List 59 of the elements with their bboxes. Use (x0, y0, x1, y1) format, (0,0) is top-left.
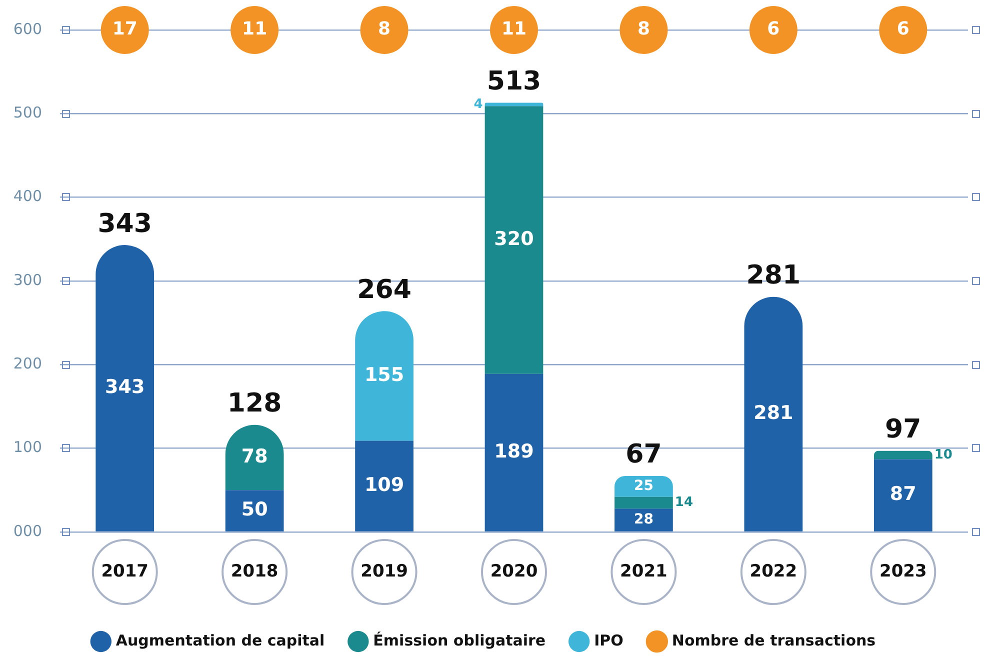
bar (96, 245, 154, 532)
data-label: 87 (890, 483, 916, 506)
data-label: 4 (474, 96, 483, 112)
total-label: 281 (746, 260, 801, 291)
data-label: 109 (364, 474, 404, 496)
legend-label: Augmentation de capital (116, 631, 325, 650)
data-label: 14 (674, 495, 693, 510)
bar (614, 496, 673, 509)
bar (355, 311, 414, 441)
legend-label: IPO (594, 631, 624, 650)
x-tick-label: 2021 (620, 561, 668, 582)
y-tick-label: 100 (13, 438, 42, 456)
x-tick-label: 2017 (101, 561, 149, 582)
legend-label: Nombre de transactions (672, 631, 876, 650)
annotation: 8 (637, 18, 650, 40)
data-label: 343 (105, 376, 145, 398)
bar (225, 490, 284, 532)
bar (355, 440, 414, 532)
bar (744, 296, 803, 532)
data-label: 320 (494, 228, 534, 250)
x-tick-label: 2022 (750, 561, 798, 582)
data-label: 28 (634, 512, 654, 528)
annotation: 6 (896, 18, 910, 40)
bar (614, 508, 673, 532)
bar (484, 374, 544, 532)
y-tick-label: 400 (13, 187, 42, 206)
data-label: 25 (634, 478, 654, 494)
data-label: 189 (494, 440, 534, 463)
data-label: 50 (241, 498, 268, 521)
bar (874, 450, 932, 460)
y-tick-label: 000 (13, 522, 42, 540)
annotation: 17 (112, 18, 138, 40)
annotation: 8 (378, 18, 391, 40)
total-label: 264 (357, 274, 412, 305)
total-label: 513 (486, 66, 542, 97)
x-tick-label: 2020 (490, 561, 538, 582)
bar (484, 106, 544, 374)
legend-label: Émission obligataire (373, 631, 546, 650)
data-label: 281 (754, 402, 794, 424)
total-label: 67 (626, 440, 662, 470)
total-label: 343 (98, 208, 152, 239)
bar (614, 476, 673, 497)
y-tick-label: 300 (13, 270, 42, 289)
data-label: 155 (364, 364, 404, 386)
annotation: 6 (767, 18, 780, 40)
bar (484, 102, 544, 106)
data-label: 78 (241, 445, 268, 468)
x-tick-label: 2023 (879, 561, 927, 582)
y-tick-label: 200 (13, 354, 42, 373)
y-tick-label: 500 (13, 104, 42, 122)
annotation: 11 (242, 18, 268, 40)
data-label: 10 (934, 447, 952, 462)
total-label: 128 (227, 388, 282, 419)
y-tick-label: 600 (13, 20, 42, 38)
x-tick-label: 2019 (360, 561, 408, 582)
x-tick-label: 2018 (230, 561, 278, 582)
total-label: 97 (885, 414, 922, 445)
annotation: 11 (501, 18, 527, 40)
bar (874, 459, 932, 532)
